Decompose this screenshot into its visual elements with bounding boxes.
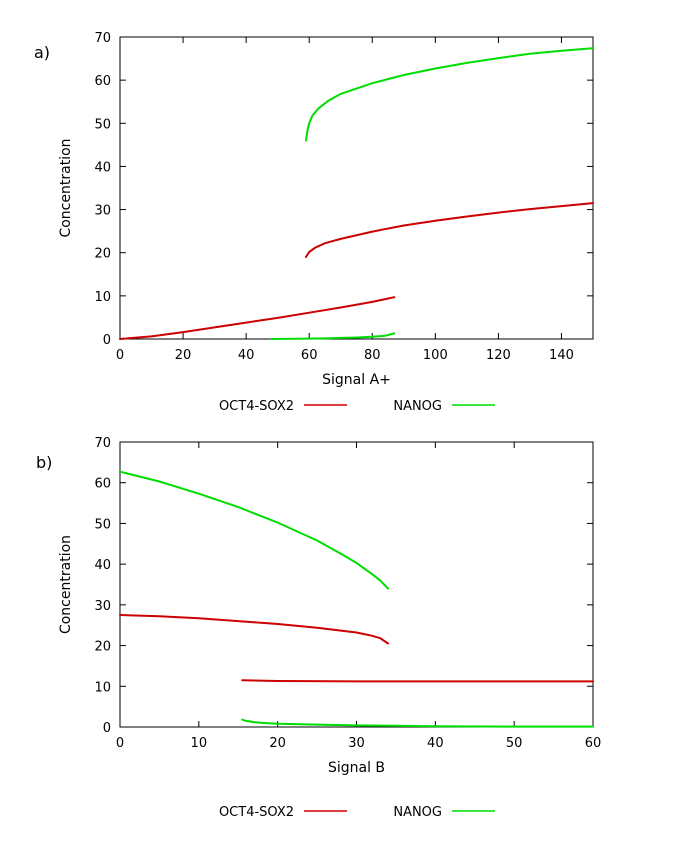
series-oct4-sox2: [119, 614, 594, 683]
x-tick-label: 60: [585, 736, 602, 751]
x-tick-label: 0: [116, 736, 124, 751]
series-line-segment: [241, 718, 594, 728]
x-axis-label: Signal A+: [322, 372, 391, 388]
y-tick-label: 0: [103, 721, 111, 736]
series-line-segment: [119, 470, 389, 590]
y-axis-label: Concentration: [58, 535, 74, 634]
series-line-segment: [305, 47, 594, 142]
x-tick-label: 40: [427, 736, 444, 751]
panel-label: a): [34, 43, 50, 62]
x-tick-label: 20: [175, 348, 192, 363]
series-nanog: [270, 47, 594, 340]
x-tick-label: 0: [116, 348, 124, 363]
y-axis-label: Concentration: [58, 138, 74, 237]
x-tick-label: 10: [191, 736, 208, 751]
y-tick-label: 40: [94, 558, 111, 573]
series-line-segment: [305, 202, 594, 258]
legend-label: NANOG: [393, 805, 442, 820]
y-tick-label: 70: [94, 436, 111, 451]
y-tick-label: 10: [94, 680, 111, 695]
chart-panel-1: a) 0 20 40 60 80 100 120 140 0 10 20 30 40 50 60 70 Signa…: [34, 31, 594, 414]
x-tick-label: 30: [348, 736, 365, 751]
series-line-segment: [241, 679, 594, 683]
legend: OCT4-SOX2 NANOG: [219, 805, 495, 820]
x-tick-label: 60: [301, 348, 318, 363]
series-line-segment: [119, 614, 389, 645]
x-tick-label: 50: [506, 736, 523, 751]
x-tick-label: 20: [269, 736, 286, 751]
x-tick-label: 40: [238, 348, 255, 363]
y-tick-label: 70: [94, 31, 111, 46]
y-tick-label: 20: [94, 247, 111, 262]
series-oct4-sox2: [119, 202, 594, 340]
x-tick-label: 120: [486, 348, 511, 363]
y-tick-label: 0: [103, 333, 111, 348]
legend-label: NANOG: [393, 399, 442, 414]
series-nanog: [119, 470, 594, 728]
y-tick-label: 40: [94, 160, 111, 175]
y-tick-label: 30: [94, 204, 111, 219]
series-line-segment: [270, 332, 396, 340]
y-tick-label: 10: [94, 290, 111, 305]
y-tick-label: 30: [94, 599, 111, 614]
legend: OCT4-SOX2 NANOG: [219, 399, 495, 414]
chart-panel-2: b) 0 10 20 30 40 50 60 0 10 20 30 40 50 60 70 Signal B Co…: [36, 436, 601, 820]
y-tick-label: 60: [94, 74, 111, 89]
plot-frame: [119, 36, 594, 340]
x-tick-label: 80: [364, 348, 381, 363]
panel-label: b): [36, 453, 52, 472]
y-tick-label: 50: [94, 117, 111, 132]
legend-label: OCT4-SOX2: [219, 805, 294, 820]
series-line-segment: [119, 296, 396, 340]
plot-frame: [119, 441, 594, 728]
x-tick-label: 140: [549, 348, 574, 363]
x-tick-label: 100: [423, 348, 448, 363]
y-tick-label: 50: [94, 517, 111, 532]
y-tick-label: 20: [94, 640, 111, 655]
legend-label: OCT4-SOX2: [219, 399, 294, 414]
x-axis-label: Signal B: [328, 760, 385, 776]
y-tick-label: 60: [94, 477, 111, 492]
